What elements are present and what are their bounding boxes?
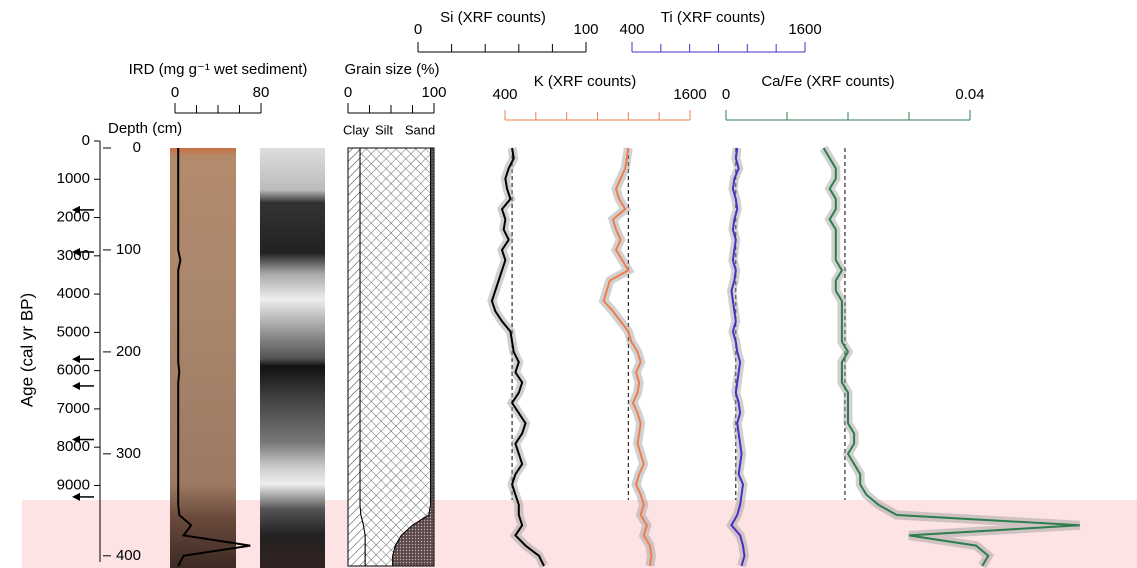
age-tick-label: 9000: [57, 476, 90, 493]
depth-tick-label: 300: [116, 445, 141, 462]
age-marker: [72, 205, 94, 214]
x-tick-label: 400: [619, 21, 644, 38]
age-tick-label: 4000: [57, 285, 90, 302]
x-axis-label: Ti (XRF counts): [661, 9, 765, 26]
x-tick-label: 0: [414, 21, 422, 38]
age-tick-label: 8000: [57, 438, 90, 455]
depth-tick-label: 400: [116, 547, 141, 564]
age-tick-label: 6000: [57, 362, 90, 379]
data-line: [177, 148, 251, 567]
x-axis-label: IRD (mg g⁻¹ wet sediment): [129, 61, 308, 78]
data-line: [822, 147, 1080, 567]
age-marker: [72, 492, 94, 501]
x-tick-label: 1600: [788, 21, 821, 38]
depth-tick-label: 200: [116, 343, 141, 360]
depth-tick-label: 100: [116, 241, 141, 258]
x-tick-label: 100: [573, 21, 598, 38]
age-marker-head: [72, 247, 80, 256]
age-tick-label: 7000: [57, 400, 90, 417]
age-tick-label: 3000: [57, 247, 90, 264]
age-marker-head: [72, 381, 80, 390]
x-axis-label: Grain size (%): [344, 61, 439, 78]
grain-class-label: Silt: [375, 122, 393, 137]
x-axis-label: K (XRF counts): [534, 73, 637, 90]
x-tick-label: 100: [421, 84, 446, 101]
x-axis-label: Ca/Fe (XRF counts): [761, 73, 894, 90]
age-tick-label: 5000: [57, 323, 90, 340]
data-line: [730, 147, 746, 567]
x-tick-label: 80: [253, 84, 270, 101]
age-marker: [72, 355, 94, 364]
x-tick-label: 0: [722, 86, 730, 103]
x-axis-label: Si (XRF counts): [440, 9, 546, 26]
age-axis-label: Age (cal yr BP): [17, 293, 36, 407]
x-tick-label: 0: [344, 84, 352, 101]
x-tick-label: 0.04: [955, 86, 984, 103]
age-marker: [72, 435, 94, 444]
x-tick-label: 400: [492, 86, 517, 103]
data-line: [602, 147, 653, 567]
age-marker: [72, 247, 94, 256]
depth-tick-label: 0: [133, 139, 141, 156]
ct-image: [260, 148, 325, 568]
age-marker-head: [72, 492, 80, 501]
age-marker-head: [72, 205, 80, 214]
grain-class-label: Clay: [343, 122, 370, 137]
x-tick-label: 0: [171, 84, 179, 101]
age-marker-head: [72, 435, 80, 444]
age-tick-label: 2000: [57, 209, 90, 226]
age-marker: [72, 381, 94, 390]
core-photo: [170, 148, 236, 568]
grain-area: [392, 147, 435, 567]
age-tick-label: 1000: [57, 170, 90, 187]
grain-area: [359, 147, 432, 567]
age-marker-head: [72, 355, 80, 364]
x-tick-label: 1600: [673, 86, 706, 103]
grain-class-label: Sand: [405, 122, 435, 137]
data-line: [490, 147, 545, 567]
depth-axis-label: Depth (cm): [108, 120, 182, 137]
age-tick-label: 0: [82, 132, 90, 149]
